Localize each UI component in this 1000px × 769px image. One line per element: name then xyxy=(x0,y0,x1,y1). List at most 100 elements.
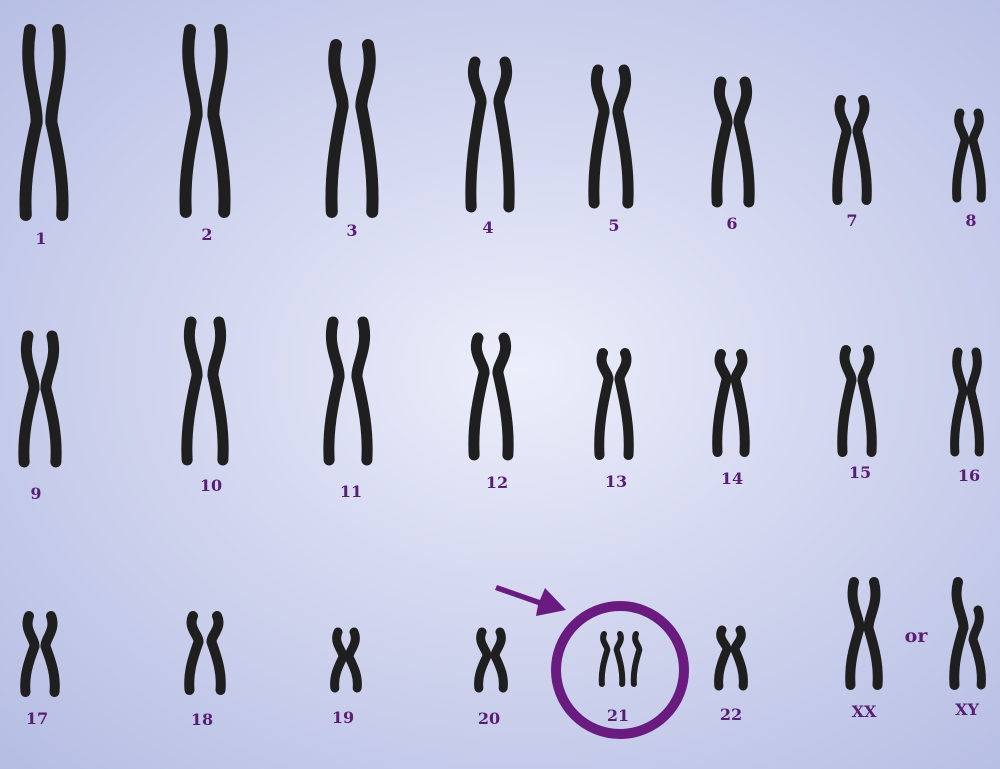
chromosome-label-13: 13 xyxy=(605,472,627,491)
chromosome-label-15: 15 xyxy=(849,463,871,482)
chromosome-18-right xyxy=(206,611,226,695)
chromosome-pair-18 xyxy=(184,611,226,695)
chromosome-label-21: 21 xyxy=(607,706,629,725)
chromosome-y xyxy=(968,605,986,690)
chromosome-22-right xyxy=(730,625,748,691)
chromosome-pair-xy xyxy=(949,577,986,690)
label-layer: 1 2 3 4 5 6 7 8 9 10 11 12 13 14 15 16 1… xyxy=(26,211,980,729)
chromosome-10-right xyxy=(207,316,229,466)
chromosome-12-left xyxy=(468,332,490,461)
chromosome-4-left xyxy=(465,56,487,213)
chromosome-pair-12 xyxy=(468,332,514,461)
chromosome-22-left xyxy=(714,625,732,691)
chromosome-pair-4 xyxy=(465,56,515,213)
chromosome-16-left xyxy=(950,347,968,457)
chromosome-pair-16 xyxy=(950,347,984,457)
chromosome-label-20: 20 xyxy=(478,709,500,728)
chromosome-pair-11 xyxy=(323,316,373,466)
chromosome-label-2: 2 xyxy=(201,225,212,244)
chromosome-pair-17 xyxy=(20,611,60,697)
chromosome-21-trisomy xyxy=(598,631,643,687)
chromosome-8-left xyxy=(952,108,970,203)
chromosome-label-4: 4 xyxy=(482,218,493,237)
chromosome-20-left xyxy=(474,627,492,693)
chromosome-pair-1 xyxy=(19,24,69,221)
chromosome-21-copy-3 xyxy=(630,631,643,687)
highlight-ring xyxy=(551,601,689,739)
chromosome-pair-19 xyxy=(330,627,362,693)
chromosome-label-22: 22 xyxy=(720,705,742,724)
chromosome-4-right xyxy=(493,56,515,213)
chromosome-16-right xyxy=(966,347,984,457)
chromosome-pair-x-female xyxy=(845,577,883,690)
chromosome-21-copy-1 xyxy=(598,631,611,687)
chromosome-21-copy-2 xyxy=(613,631,626,687)
chromosome-14-right xyxy=(730,349,750,457)
chromosome-pair-8 xyxy=(952,108,986,203)
chromosome-12-right xyxy=(492,332,514,461)
pointer-arrow xyxy=(495,585,566,616)
chromosome-pair-6 xyxy=(711,76,755,208)
chromosome-6-right xyxy=(733,76,755,208)
chromosome-1-left xyxy=(19,24,43,221)
chromosome-pair-9 xyxy=(18,330,62,468)
chromosome-x xyxy=(949,577,969,690)
chromosome-6-left xyxy=(711,76,733,208)
chromosome-label-10: 10 xyxy=(200,476,222,495)
chromosome-9-right xyxy=(40,330,62,468)
chromosome-label-5: 5 xyxy=(608,216,619,235)
chromosome-pair-5 xyxy=(588,64,634,209)
chromosome-label-8: 8 xyxy=(965,211,976,230)
chromosome-10-left xyxy=(181,316,203,466)
chromosome-8-right xyxy=(968,108,986,203)
chromosome-15-right xyxy=(857,345,877,457)
chromosome-label-19: 19 xyxy=(332,708,354,727)
chromosome-17-right xyxy=(40,611,60,697)
chromosome-7-left xyxy=(832,95,852,205)
chromosome-5-right xyxy=(612,64,634,209)
chromosome-label-17: 17 xyxy=(26,709,48,728)
chromosome-layer xyxy=(18,24,986,739)
chromosome-7-right xyxy=(852,95,872,205)
chromosome-19-right xyxy=(344,627,362,693)
chromosome-pair-7 xyxy=(832,95,872,205)
chromosome-17-left xyxy=(20,611,40,697)
chromosome-label-7: 7 xyxy=(846,211,857,230)
chromosome-label-3: 3 xyxy=(346,221,357,240)
chromosome-x-female-right xyxy=(863,577,883,690)
chromosome-label-1: 1 xyxy=(35,229,46,248)
or-connector-text: or xyxy=(905,625,929,647)
chromosome-1-right xyxy=(45,24,69,221)
chromosome-pair-20 xyxy=(474,627,508,693)
chromosome-pair-3 xyxy=(325,39,379,218)
chromosome-label-16: 16 xyxy=(958,466,980,485)
chromosome-15-left xyxy=(837,345,857,457)
chromosome-label-12: 12 xyxy=(486,473,508,492)
chromosome-pair-22 xyxy=(714,625,748,691)
chromosome-19-left xyxy=(330,627,348,693)
chromosome-20-right xyxy=(490,627,508,693)
chromosome-18-left xyxy=(184,611,204,695)
chromosome-3-right xyxy=(355,39,379,218)
chromosome-label-14: 14 xyxy=(721,469,743,488)
chromosome-label-6: 6 xyxy=(726,214,737,233)
chromosome-3-left xyxy=(325,39,349,218)
chromosome-13-right xyxy=(614,348,634,460)
chromosome-pair-14 xyxy=(712,349,750,457)
chromosome-2-right xyxy=(207,24,231,218)
sex-chromosome-label-xx: XX xyxy=(852,702,877,721)
chromosome-pair-10 xyxy=(181,316,229,466)
chromosome-label-9: 9 xyxy=(30,484,41,503)
chromosome-label-11: 11 xyxy=(340,482,362,501)
chromosome-pair-15 xyxy=(837,345,877,457)
chromosome-label-18: 18 xyxy=(191,710,213,729)
chromosome-11-right xyxy=(351,316,373,466)
chromosome-2-left xyxy=(179,24,203,218)
chromosome-9-left xyxy=(18,330,40,468)
chromosome-pair-13 xyxy=(594,348,634,460)
chromosome-5-left xyxy=(588,64,610,209)
sex-chromosome-label-xy: XY xyxy=(955,700,979,719)
chromosome-14-left xyxy=(712,349,732,457)
